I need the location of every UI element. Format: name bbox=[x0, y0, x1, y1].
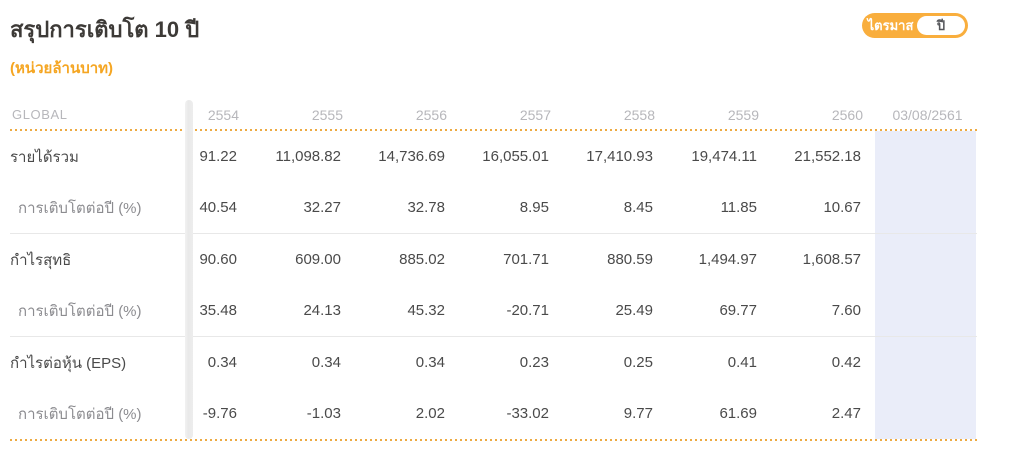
date-value-cell bbox=[875, 234, 976, 285]
row-scroll-clip: 91.22 11,098.82 14,736.69 16,055.01 17,410.9… bbox=[185, 131, 977, 182]
column-header-year: 2560 bbox=[831, 106, 863, 123]
value-cell: 9.77 bbox=[623, 405, 653, 422]
value-cell: 1,494.97 bbox=[698, 251, 757, 268]
toggle-year-segment-selected[interactable]: ปี bbox=[917, 16, 965, 35]
column-header-year: 2558 bbox=[623, 106, 655, 123]
value-cell: 14,736.69 bbox=[378, 148, 445, 165]
value-cell: 19,474.11 bbox=[691, 148, 757, 165]
value-cell: 885.02 bbox=[399, 251, 445, 268]
toggle-quarter-segment[interactable]: ไตรมาส bbox=[867, 18, 914, 33]
row-label: กำไรต่อหุ้น (EPS) bbox=[10, 354, 127, 372]
row-label: การเติบโตต่อปี (%) bbox=[18, 405, 142, 423]
table-header-row: GLOBAL 2554 2555 2556 2557 2558 2559 2560 03/08… bbox=[10, 100, 977, 129]
row-cells: 35.48 24.13 45.32 -20.71 25.49 69.77 7.60 bbox=[185, 285, 976, 336]
table-row: การเติบโตต่อปี (%) 40.54 32.27 32.78 8.95 8.4… bbox=[10, 182, 977, 234]
table-row: กำไรต่อหุ้น (EPS) 0.34 0.34 0.34 0.23 0.25 0.4… bbox=[10, 337, 977, 388]
row-scroll-clip: -9.76 -1.03 2.02 -33.02 9.77 61.69 2.47 bbox=[185, 388, 977, 439]
header-cells: 2554 2555 2556 2557 2558 2559 2560 03/08/2561 bbox=[187, 100, 978, 129]
table-row: การเติบโตต่อปี (%) 35.48 24.13 45.32 -20.71 2… bbox=[10, 285, 977, 337]
value-cell: -20.71 bbox=[506, 302, 549, 319]
table-row: รายได้รวม 91.22 11,098.82 14,736.69 16,055.0… bbox=[10, 131, 977, 182]
row-cells: 0.34 0.34 0.34 0.23 0.25 0.41 0.42 bbox=[185, 337, 976, 388]
value-cell: 8.95 bbox=[519, 199, 549, 216]
value-cell: 701.71 bbox=[503, 251, 549, 268]
value-cell: 11.85 bbox=[720, 199, 757, 216]
value-cell: 91.22 bbox=[199, 148, 237, 165]
value-cell: 24.13 bbox=[303, 302, 341, 319]
row-scroll-clip: 40.54 32.27 32.78 8.95 8.45 11.85 10.67 bbox=[185, 182, 977, 233]
value-cell: 21,552.18 bbox=[794, 148, 861, 165]
growth-table: GLOBAL 2554 2555 2556 2557 2558 2559 2560 03/08… bbox=[10, 100, 977, 441]
unit-subtitle: (หน่วยล้านบาท) bbox=[10, 60, 114, 77]
row-scroll-clip: 35.48 24.13 45.32 -20.71 25.49 69.77 7.60 bbox=[185, 285, 977, 336]
value-cell: 0.41 bbox=[727, 354, 757, 371]
scrollbar-thumb[interactable] bbox=[185, 100, 193, 439]
value-cell: 2.47 bbox=[831, 405, 861, 422]
value-cell: 35.48 bbox=[199, 302, 237, 319]
value-cell: 7.60 bbox=[831, 302, 861, 319]
value-cell: 17,410.93 bbox=[586, 148, 653, 165]
value-cell: 0.25 bbox=[623, 354, 653, 371]
row-cells: -9.76 -1.03 2.02 -33.02 9.77 61.69 2.47 bbox=[185, 388, 976, 439]
row-cells: 90.60 609.00 885.02 701.71 880.59 1,494.97 1,6… bbox=[185, 234, 976, 285]
date-value-cell bbox=[875, 131, 976, 182]
header-divider bbox=[10, 129, 977, 131]
column-header-year: 2556 bbox=[415, 106, 447, 123]
period-toggle[interactable]: ไตรมาส ปี bbox=[862, 13, 968, 38]
value-cell: 8.45 bbox=[623, 199, 653, 216]
row-label: กำไรสุทธิ bbox=[10, 251, 72, 269]
table-body: รายได้รวม 91.22 11,098.82 14,736.69 16,055.0… bbox=[10, 131, 977, 439]
row-label: การเติบโตต่อปี (%) bbox=[18, 199, 142, 217]
value-cell: 0.42 bbox=[831, 354, 861, 371]
value-cell: 609.00 bbox=[295, 251, 341, 268]
value-cell: 69.77 bbox=[719, 302, 757, 319]
value-cell: 61.69 bbox=[719, 405, 757, 422]
column-header-year: 2555 bbox=[311, 106, 343, 123]
value-cell: 32.78 bbox=[407, 199, 445, 216]
column-header-year: 2557 bbox=[519, 106, 551, 123]
value-cell: -1.03 bbox=[306, 405, 341, 422]
table-row: กำไรสุทธิ 90.60 609.00 885.02 701.71 880.59 1,… bbox=[10, 234, 977, 285]
value-cell: 16,055.01 bbox=[482, 148, 549, 165]
value-cell: 25.49 bbox=[615, 302, 653, 319]
value-cell: 90.60 bbox=[199, 251, 237, 268]
column-header-year: 2554 bbox=[207, 106, 239, 123]
value-cell: 0.34 bbox=[207, 354, 237, 371]
column-header-year: 2559 bbox=[727, 106, 759, 123]
value-cell: 0.34 bbox=[415, 354, 445, 371]
row-cells: 91.22 11,098.82 14,736.69 16,055.01 17,410.9… bbox=[185, 131, 976, 182]
column-header-date: 03/08/2561 bbox=[892, 106, 963, 123]
value-cell: 10.67 bbox=[823, 199, 861, 216]
value-cell: 40.54 bbox=[199, 199, 237, 216]
row-cells: 40.54 32.27 32.78 8.95 8.45 11.85 10.67 bbox=[185, 182, 976, 233]
row-scroll-clip: 90.60 609.00 885.02 701.71 880.59 1,494.97 1,6… bbox=[185, 234, 977, 285]
value-cell: 880.59 bbox=[607, 251, 653, 268]
table-corner-header: GLOBAL bbox=[12, 107, 68, 122]
row-label: การเติบโตต่อปี (%) bbox=[18, 302, 142, 320]
value-cell: 11,098.82 bbox=[275, 148, 341, 165]
table-row: การเติบโตต่อปี (%) -9.76 -1.03 2.02 -33.02 9.… bbox=[10, 388, 977, 439]
value-cell: -33.02 bbox=[506, 405, 549, 422]
date-value-cell bbox=[875, 388, 976, 439]
value-cell: 0.23 bbox=[519, 354, 549, 371]
row-scroll-clip: 0.34 0.34 0.34 0.23 0.25 0.41 0.42 bbox=[185, 337, 977, 388]
table-bottom-divider bbox=[10, 439, 977, 441]
value-cell: -9.76 bbox=[202, 405, 237, 422]
date-value-cell bbox=[875, 182, 976, 233]
row-label: รายได้รวม bbox=[10, 148, 79, 166]
value-cell: 45.32 bbox=[407, 302, 445, 319]
header-scroll-clip: 2554 2555 2556 2557 2558 2559 2560 03/08/2561 bbox=[187, 100, 979, 129]
page-title: สรุปการเติบโต 10 ปี bbox=[10, 17, 200, 42]
value-cell: 1,608.57 bbox=[802, 251, 861, 268]
date-value-cell bbox=[875, 285, 976, 336]
value-cell: 0.34 bbox=[311, 354, 341, 371]
value-cell: 32.27 bbox=[303, 199, 341, 216]
date-value-cell bbox=[875, 337, 976, 388]
value-cell: 2.02 bbox=[415, 405, 445, 422]
